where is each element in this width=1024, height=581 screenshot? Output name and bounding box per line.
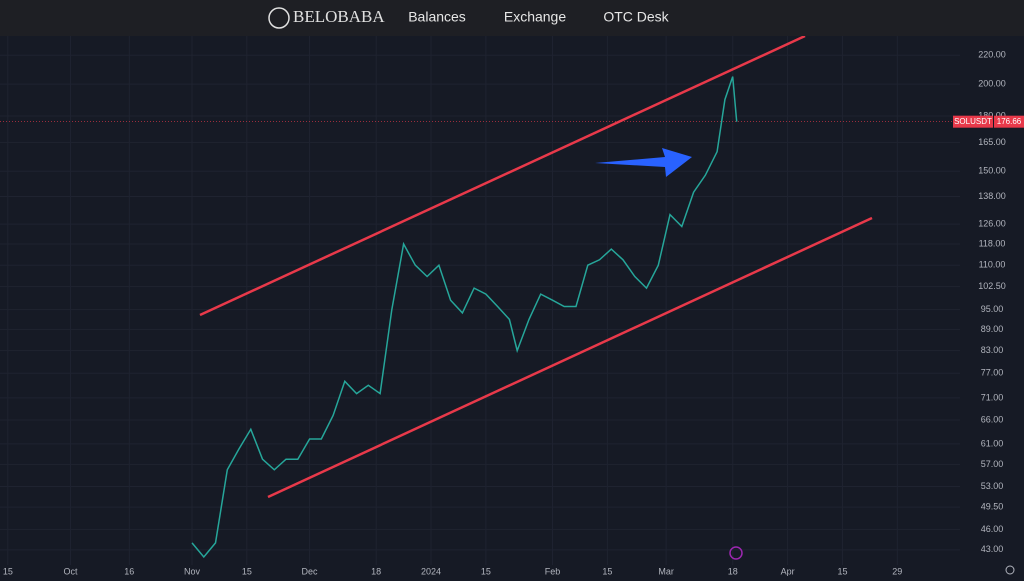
lower-channel	[267, 216, 873, 499]
y-tick-label: 200.00	[978, 78, 1006, 88]
y-tick-label: 180.00	[978, 110, 1006, 120]
x-tick-label: 15	[602, 566, 612, 576]
y-tick-label: 53.00	[981, 481, 1004, 491]
x-tick-label: Apr	[781, 566, 795, 576]
x-tick-label: Dec	[302, 566, 319, 576]
y-tick-label: 61.00	[981, 438, 1004, 448]
y-tick-label: 165.00	[978, 137, 1006, 147]
axis-labels: 220.00 200.00 180.00 165.00 150.00 138.00 126.…	[3, 50, 1024, 576]
x-tick-label: 16	[124, 566, 134, 576]
price-badge	[994, 115, 1024, 128]
top-bar	[0, 0, 1024, 36]
x-tick-label: Oct	[64, 566, 79, 576]
nav-item[interactable]: OTC Desk	[603, 9, 669, 25]
y-tick-label: 71.00	[981, 392, 1004, 402]
nav-item[interactable]: Exchange	[504, 9, 566, 25]
y-tick-label: 118.00	[979, 238, 1006, 248]
plot	[0, 76, 960, 559]
x-tick-label: 15	[3, 566, 13, 576]
y-tick-label: 110.00	[979, 260, 1006, 270]
y-tick-label: 89.00	[981, 324, 1004, 334]
y-tick-label: 126.00	[978, 218, 1006, 228]
settings-icon[interactable]	[1005, 565, 1015, 575]
price-line	[191, 76, 738, 559]
logo[interactable]: BELOBABA	[293, 7, 385, 26]
y-tick-label: 220.00	[978, 50, 1006, 60]
y-tick-label: 66.00	[981, 414, 1004, 424]
x-tick-label: 18	[728, 566, 738, 576]
arrow	[595, 148, 692, 177]
upper-channel	[199, 34, 806, 317]
y-tick-label: 83.00	[981, 345, 1004, 355]
y-tick-label: 46.00	[981, 524, 1004, 534]
y-tick-label: 138.00	[978, 191, 1006, 201]
x-tick-label: 15	[837, 566, 847, 576]
x-tick-label: Mar	[658, 566, 674, 576]
symbol-label: SOLUSDT	[954, 117, 992, 126]
y-tick-label: 49.50	[981, 502, 1004, 512]
symbol-badge	[953, 115, 993, 128]
grid	[0, 36, 960, 565]
y-tick-label: 43.00	[981, 544, 1004, 554]
nav-item[interactable]: Balances	[408, 9, 466, 25]
x-tick-label: 15	[242, 566, 252, 576]
x-tick-label: 29	[892, 566, 902, 576]
y-tick-label: 150.00	[978, 166, 1006, 176]
y-tick-label: 77.00	[981, 368, 1004, 378]
x-tick-label: 15	[481, 566, 491, 576]
price-label: 176.66	[997, 117, 1022, 126]
logo-icon	[268, 7, 290, 29]
y-tick-label: 102.50	[978, 281, 1006, 291]
x-tick-label: Feb	[545, 566, 561, 576]
x-tick-label: Nov	[184, 566, 201, 576]
event-icon[interactable]	[729, 546, 743, 560]
y-tick-label: 57.00	[981, 459, 1004, 469]
y-tick-label: 95.00	[981, 304, 1004, 314]
x-tick-label: 2024	[421, 566, 441, 576]
x-tick-label: 18	[371, 566, 381, 576]
